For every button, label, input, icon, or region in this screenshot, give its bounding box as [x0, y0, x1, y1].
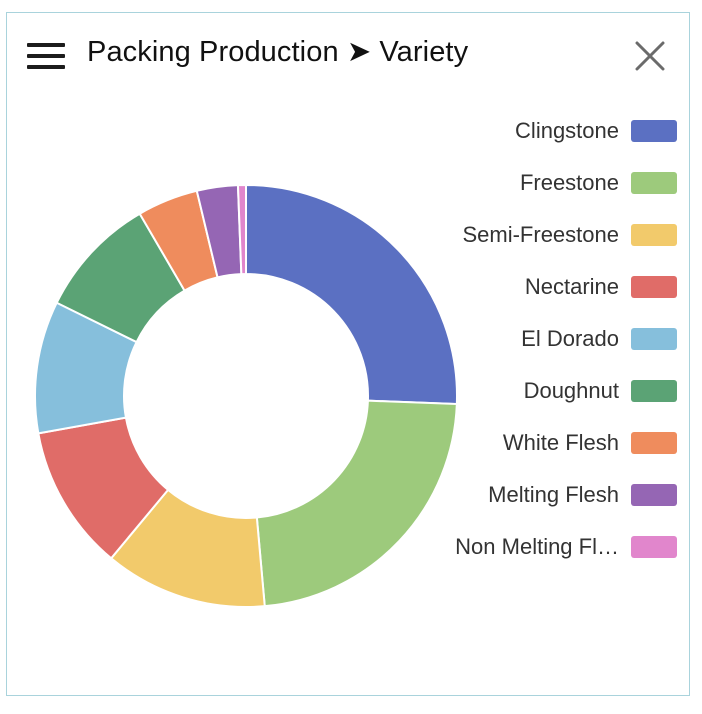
legend-swatch [631, 484, 677, 506]
legend-item-clingstone[interactable]: Clingstone [377, 105, 677, 157]
legend-label: Nectarine [524, 274, 619, 299]
legend-label: Melting Flesh [488, 482, 619, 507]
chart-title: Packing Production ➤ Variety [87, 36, 469, 68]
hamburger-menu-icon[interactable] [27, 43, 65, 69]
legend-label: El Dorado [521, 326, 619, 351]
legend-swatch [631, 276, 677, 298]
legend-item-nectarine[interactable]: Nectarine [377, 261, 677, 313]
legend-item-melting-flesh[interactable]: Melting Flesh [377, 469, 677, 521]
legend-swatch [631, 380, 677, 402]
legend-swatch [631, 328, 677, 350]
donut-chart [34, 183, 458, 608]
legend-item-semi-freestone[interactable]: Semi-Freestone [377, 209, 677, 261]
legend-label: Non Melting Fl… [455, 534, 619, 559]
legend-label: Freestone [519, 170, 619, 195]
legend-swatch [631, 224, 677, 246]
legend-item-doughnut[interactable]: Doughnut [377, 365, 677, 417]
legend-label: Semi-Freestone [462, 222, 619, 247]
legend-swatch [631, 120, 677, 142]
donut-slice-clingstone[interactable] [245, 183, 458, 406]
chart-header: Packing Production ➤ Variety [7, 13, 689, 95]
chart-panel: Packing Production ➤ Variety Clingstone F… [6, 12, 690, 696]
legend-item-white-flesh[interactable]: White Flesh [377, 417, 677, 469]
legend-swatch [631, 172, 677, 194]
legend-label: Doughnut [523, 378, 619, 403]
legend-item-non-melting-fl[interactable]: Non Melting Fl… [377, 521, 677, 573]
legend-swatch [631, 536, 677, 558]
chart-legend: Clingstone Freestone Semi-Freestone Nectari… [377, 105, 677, 573]
legend-swatch [631, 432, 677, 454]
legend-label: Clingstone [515, 118, 619, 143]
legend-item-el-dorado[interactable]: El Dorado [377, 313, 677, 365]
legend-label: White Flesh [502, 430, 619, 455]
donut-slice-freestone[interactable] [255, 399, 458, 608]
donut-slice-non-melting-fl[interactable] [236, 183, 247, 276]
legend-item-freestone[interactable]: Freestone [377, 157, 677, 209]
close-icon[interactable] [633, 39, 667, 73]
